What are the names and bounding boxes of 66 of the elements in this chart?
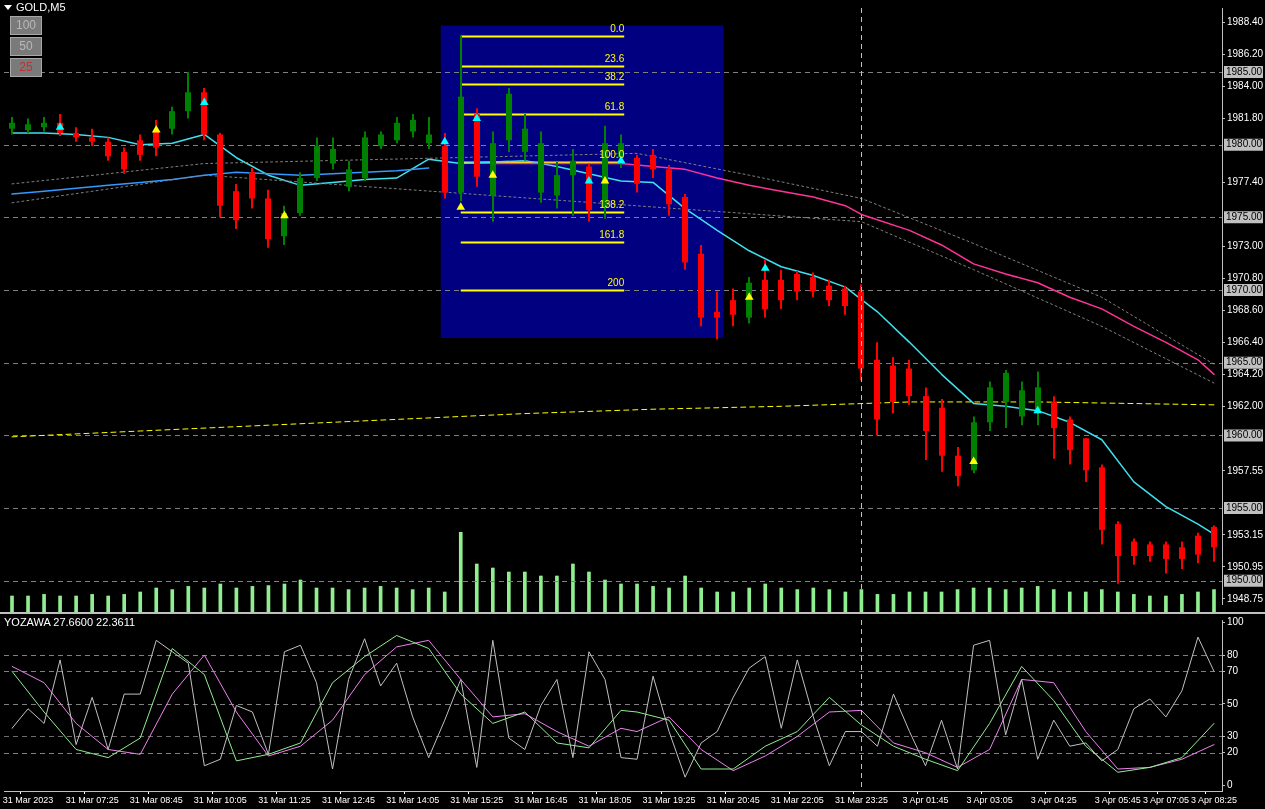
ref-line-label: 1970.00 [1226,283,1263,295]
scale-button: 50 [10,37,42,56]
x-tick-label: 31 Mar 10:05 [193,794,247,805]
x-tick-label: 31 Mar 14:05 [386,794,440,805]
y-tick-label: 30 [1227,730,1239,742]
ref-line-label: 1975.00 [1226,211,1263,223]
y-tick-label: 1986.20 [1227,48,1264,60]
ref-line-label: 1985.00 [1226,65,1263,77]
y-tick-label: 80 [1227,648,1239,660]
x-tick-label: 31 Mar 16:45 [514,794,568,805]
y-tick-label: 1968.60 [1227,304,1264,316]
x-tick-label: 31 Mar 2023 [2,794,54,805]
annotation: 50 [19,39,33,53]
annotation: 25 [19,60,33,74]
x-tick-label: 31 Mar 08:45 [129,794,183,805]
x-tick-label: 3 Apr 04:25 [1030,794,1077,805]
annotation: 138.2 [599,199,625,211]
annotation: 161.8 [599,229,625,241]
y-tick-label: 1964.20 [1227,368,1264,380]
y-tick-label: 1988.40 [1227,16,1264,28]
y-tick-label: 1957.55 [1227,464,1264,476]
y-tick-label: 1981.80 [1227,112,1264,124]
x-tick-label: 3 Apr 08:25 [1190,794,1238,805]
x-tick-label: 31 Mar 18:05 [578,794,632,805]
x-tick-label: 31 Mar 20:45 [706,794,760,805]
annotation: 38.2 [604,71,625,83]
x-tick-label: 31 Mar 07:25 [65,794,119,805]
ref-line-label: 1960.00 [1226,429,1263,441]
chart-title: YOZAWA 27.6600 22.3611 [4,616,136,628]
scale-button: 100 [10,16,42,35]
y-tick-label: 1966.40 [1227,336,1264,348]
y-tick-label: 1950.95 [1227,560,1264,572]
x-tick-label: 31 Mar 23:25 [834,794,888,805]
ref-line-label: 1955.00 [1226,501,1263,513]
annotation: 200 [607,277,625,289]
x-tick-label: 31 Mar 22:05 [770,794,824,805]
y-tick-label: 70 [1227,665,1239,677]
x-tick-label: 3 Apr 07:05 [1142,794,1189,805]
annotation: 100.0 [599,149,625,161]
y-tick-label: 1973.00 [1227,240,1264,252]
x-tick-label: 31 Mar 12:45 [322,794,376,805]
y-tick-label: 0 [1227,779,1233,791]
chart-title: GOLD,M5 [16,1,66,13]
scale-button: 25 [10,58,42,77]
annotation: 100 [15,18,37,32]
x-tick-label: 31 Mar 11:25 [258,794,311,805]
y-tick-label: 50 [1227,697,1239,709]
annotation: 23.6 [604,53,625,65]
y-tick-label: 1970.80 [1227,272,1264,284]
y-tick-label: 1953.15 [1227,528,1264,540]
y-tick-label: 100 [1227,616,1245,628]
ref-line-label: 1965.00 [1226,356,1263,368]
x-tick-label: 3 Apr 01:45 [902,794,949,805]
x-tick-label: 31 Mar 19:25 [642,794,696,805]
annotation: 0.0 [610,23,625,35]
y-tick-label: 1977.40 [1227,176,1264,188]
annotation: 61.8 [604,101,625,113]
ref-line-label: 1950.00 [1226,574,1263,586]
y-tick-label: 20 [1227,746,1239,758]
y-tick-label: 1948.75 [1227,592,1264,604]
ref-line-label: 1980.00 [1226,138,1263,150]
x-tick-label: 31 Mar 15:25 [450,794,504,805]
y-tick-label: 1984.00 [1227,80,1264,92]
x-tick-label: 3 Apr 03:05 [966,794,1013,805]
y-tick-label: 1962.00 [1227,400,1264,412]
x-tick-label: 3 Apr 05:45 [1094,794,1141,805]
